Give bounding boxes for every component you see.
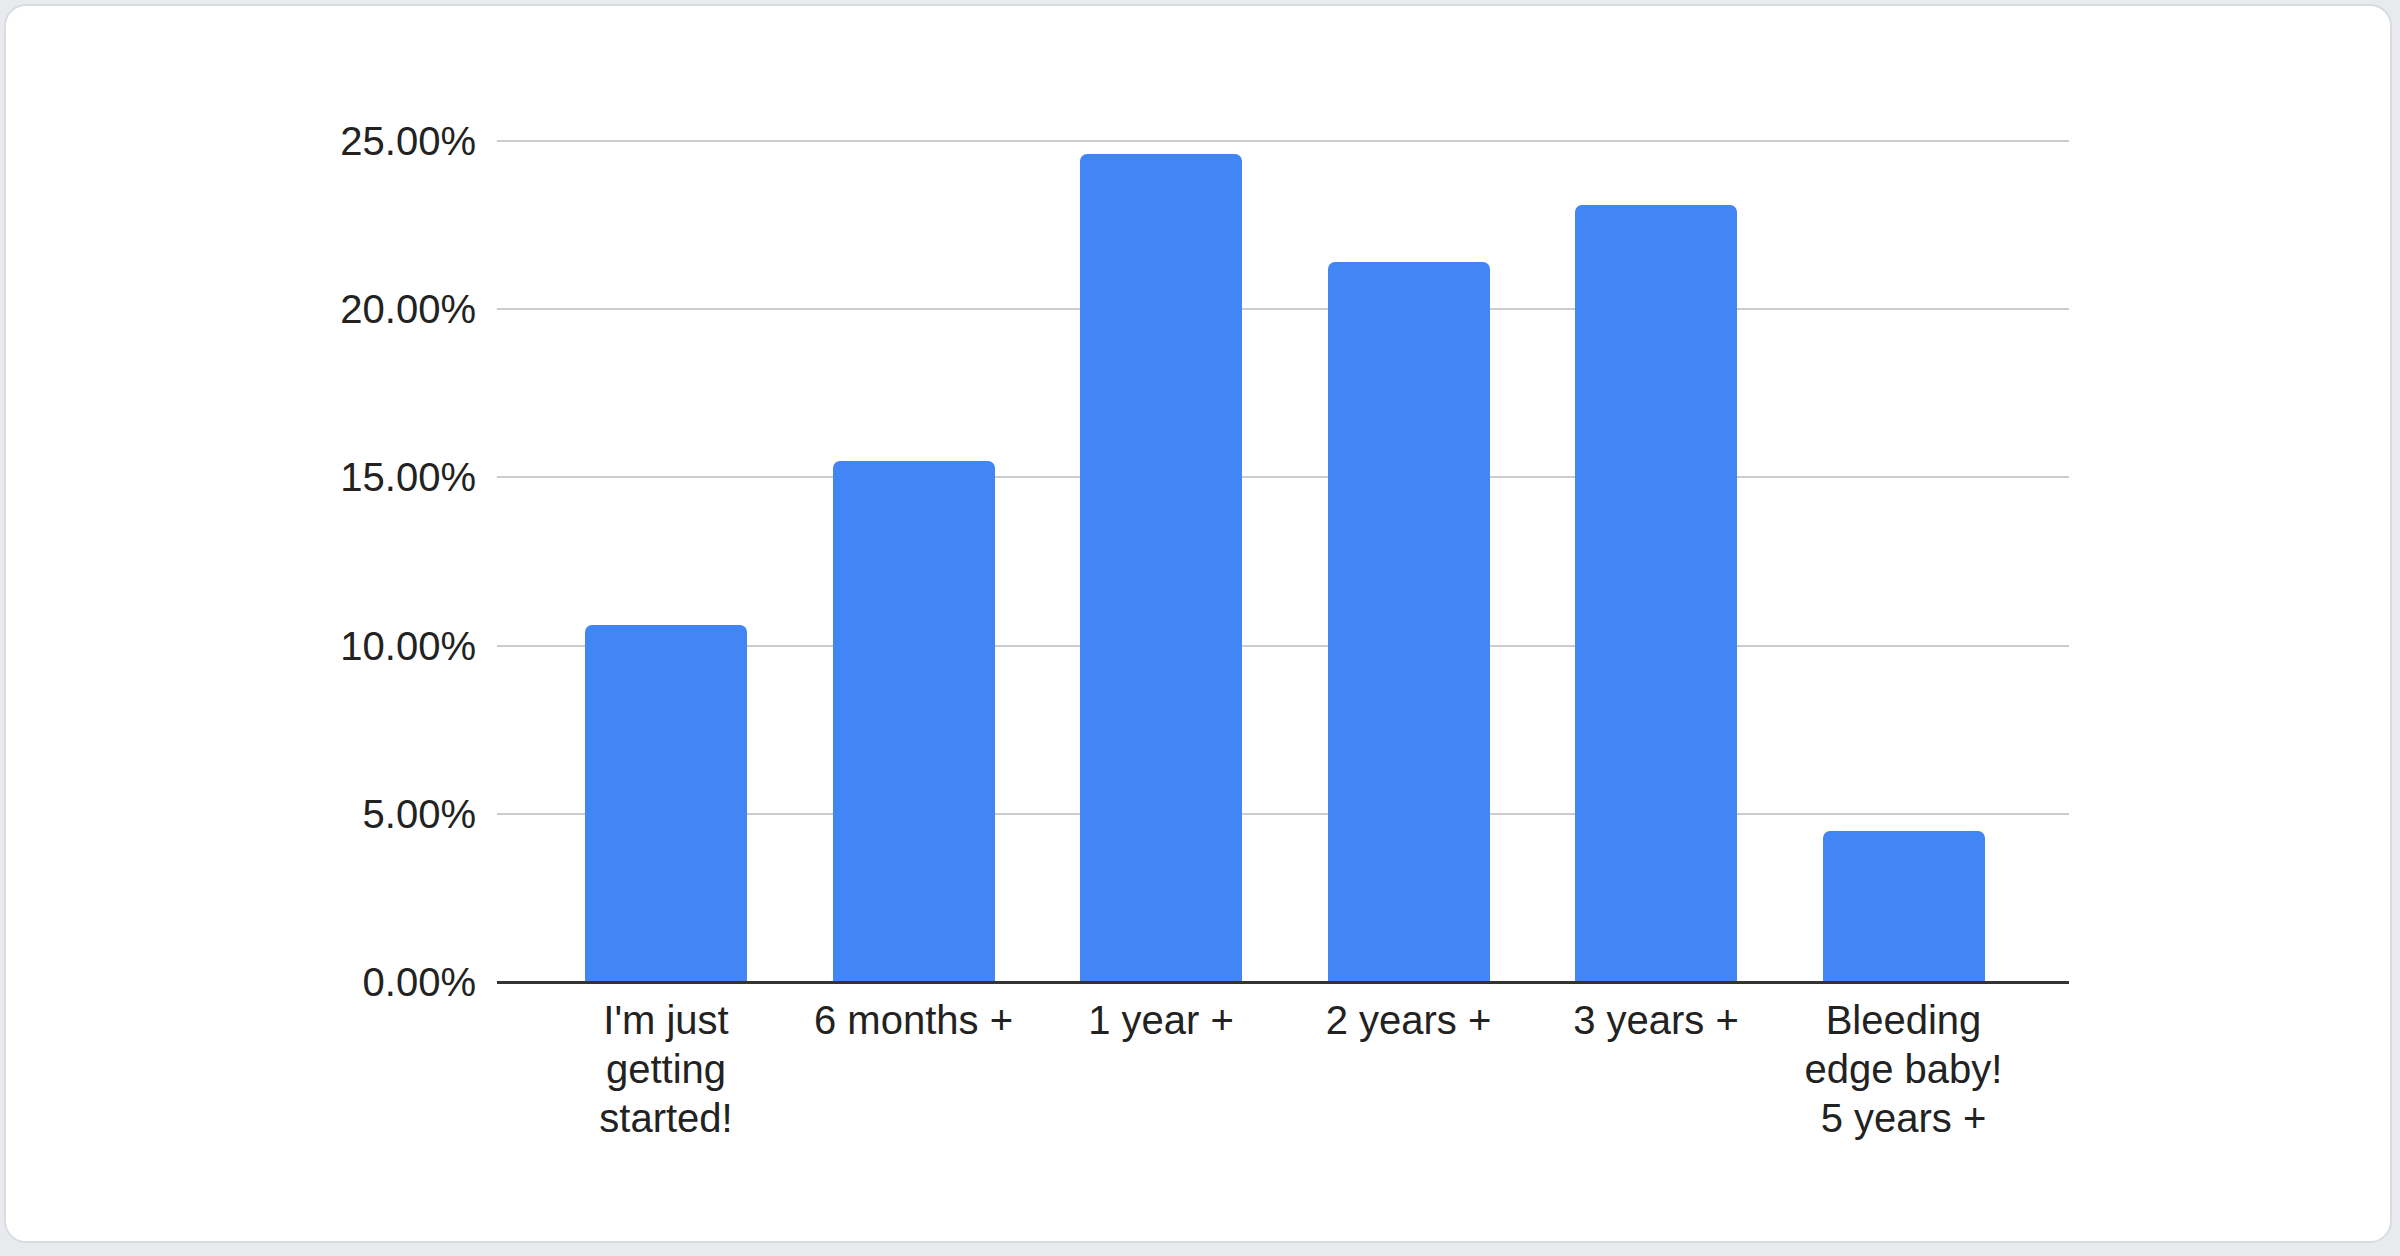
x-axis-category-label-line: Bleeding <box>1704 996 2104 1045</box>
bar-chart: 0.00%5.00%10.00%15.00%20.00%25.00% I'm j… <box>2 2 2400 1256</box>
y-axis-tick-label: 5.00% <box>156 792 476 836</box>
y-axis-tick-label: 25.00% <box>156 119 476 163</box>
gridline <box>497 140 2069 142</box>
bar-4[interactable] <box>1328 262 1490 981</box>
y-axis-tick-label: 0.00% <box>156 960 476 1004</box>
x-axis-category-label-line: getting <box>466 1045 866 1094</box>
chart-card: 0.00%5.00%10.00%15.00%20.00%25.00% I'm j… <box>4 4 2392 1243</box>
bar-5[interactable] <box>1575 205 1737 981</box>
x-axis-category-label-line: 5 years + <box>1704 1094 2104 1143</box>
x-axis-category-label: Bleedingedge baby!5 years + <box>1704 996 2104 1143</box>
gridline <box>497 476 2069 478</box>
bar-2[interactable] <box>833 461 995 981</box>
bar-1[interactable] <box>585 625 747 981</box>
y-axis-tick-label: 15.00% <box>156 455 476 499</box>
bar-6[interactable] <box>1823 831 1985 981</box>
y-axis-tick-label: 10.00% <box>156 624 476 668</box>
x-axis-line <box>497 981 2069 984</box>
x-axis-category-label-line: edge baby! <box>1704 1045 2104 1094</box>
x-axis-category-label-line: started! <box>466 1094 866 1143</box>
y-axis-tick-label: 20.00% <box>156 287 476 331</box>
gridline <box>497 308 2069 310</box>
bar-3[interactable] <box>1080 154 1242 981</box>
